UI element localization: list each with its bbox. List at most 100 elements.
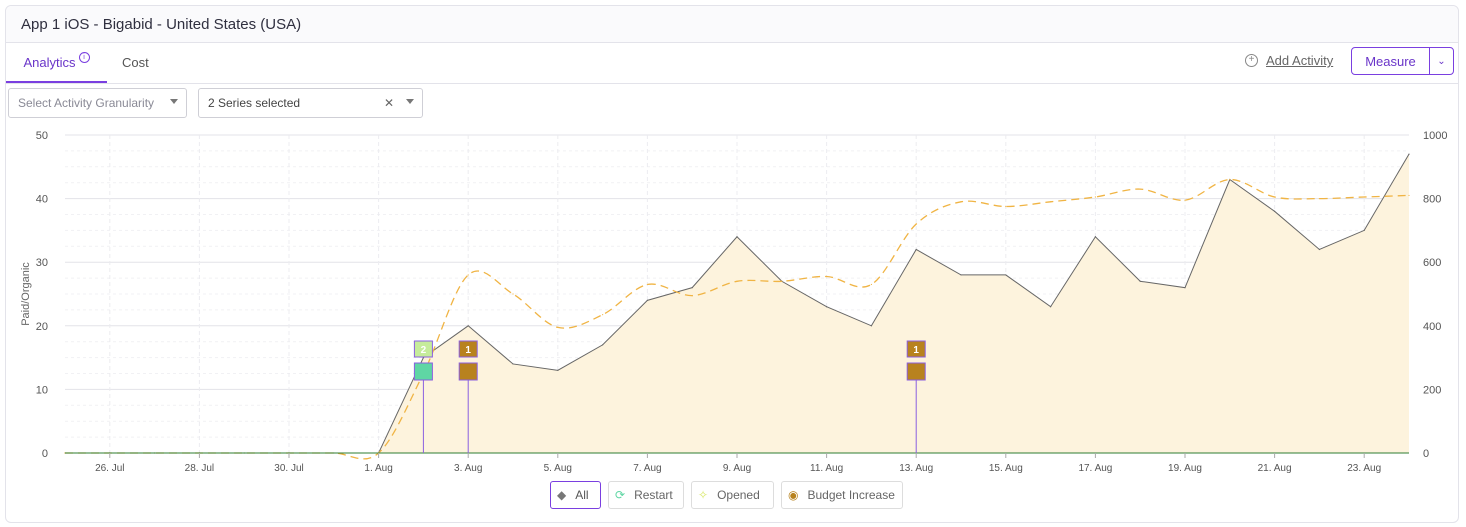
y-tick-label: 30	[36, 257, 48, 269]
paid-point	[915, 248, 917, 251]
paid-point	[1184, 287, 1186, 289]
legend-budget-increase[interactable]: ◉ Budget Increase	[781, 481, 903, 509]
paid-point	[1274, 210, 1276, 212]
paid-point	[1094, 236, 1096, 238]
organic-point	[602, 314, 604, 316]
paid-area	[65, 154, 1409, 453]
y2-tick-label: 200	[1423, 384, 1441, 396]
tab-analytics[interactable]: Analytics i	[6, 43, 107, 83]
chart-areas	[65, 154, 1409, 453]
clear-icon[interactable]: ✕	[383, 96, 394, 110]
y-tick-label: 10	[36, 384, 48, 396]
organic-point	[467, 274, 469, 276]
x-tick-label: 1. Aug	[364, 463, 392, 474]
x-tick-label: 28. Jul	[185, 463, 214, 474]
legend-restart-label: Restart	[634, 488, 673, 502]
organic-point	[960, 201, 962, 203]
paid-point	[1139, 280, 1141, 282]
y-tick-label: 50	[36, 130, 48, 142]
paid-point	[602, 344, 604, 346]
legend-budget-label: Budget Increase	[807, 488, 895, 502]
activity-count: 1	[913, 345, 919, 356]
legend-opened[interactable]: ✧ Opened	[691, 481, 774, 509]
y-tick-label: 20	[36, 321, 48, 333]
organic-point	[781, 280, 783, 282]
paid-point	[646, 299, 649, 301]
add-activity-label: Add Activity	[1266, 53, 1334, 68]
page-title: App 1 iOS - Bigabid - United States (USA…	[21, 15, 302, 33]
activity-granularity-select[interactable]: Select Activity Granularity	[8, 88, 187, 118]
y-tick-label: 0	[42, 448, 48, 460]
paid-point	[1318, 248, 1320, 251]
activity-count: 1	[465, 345, 471, 356]
paid-point	[557, 369, 559, 371]
granularity-placeholder: Select Activity Granularity	[18, 96, 155, 110]
x-tick-label: 11. Aug	[810, 463, 843, 474]
tab-bar: Analytics i Cost + Add Activity Measure …	[6, 43, 1458, 84]
organic-point	[1274, 196, 1276, 198]
y2-tick-label: 0	[1423, 448, 1429, 460]
paid-point	[1408, 153, 1410, 155]
organic-point	[870, 283, 873, 286]
legend-all[interactable]: ◆ All	[550, 481, 601, 509]
x-tick-label: 7. Aug	[633, 463, 661, 474]
x-tick-label: 9. Aug	[723, 463, 751, 474]
budget-icon: ◉	[788, 488, 799, 502]
series-select[interactable]: 2 Series selected ✕	[198, 88, 423, 118]
x-tick-label: 30. Jul	[274, 463, 303, 474]
legend-all-label: All	[575, 488, 589, 502]
plus-circle-icon: +	[1245, 54, 1258, 67]
card-header: App 1 iOS - Bigabid - United States (USA…	[6, 6, 1458, 43]
organic-point	[1050, 201, 1052, 203]
paid-point	[960, 274, 962, 276]
activity-marker	[413, 362, 433, 381]
organic-point	[1363, 196, 1365, 198]
x-tick-label: 23. Aug	[1347, 463, 1381, 474]
paid-point	[870, 325, 873, 327]
y2-tick-label: 800	[1423, 194, 1441, 206]
activity-badge	[413, 340, 433, 358]
paid-point	[1005, 274, 1007, 276]
y2-tick-label: 600	[1423, 257, 1441, 269]
legend-restart[interactable]: ⟳ Restart	[608, 481, 684, 509]
paid-point	[1363, 229, 1365, 231]
x-tick-label: 26. Jul	[95, 463, 124, 474]
organic-point	[646, 283, 649, 286]
y-axis-right: 0 200 400 600 800 1000	[1423, 130, 1447, 460]
info-icon[interactable]: i	[78, 51, 90, 63]
paid-point	[736, 236, 738, 238]
organic-point	[915, 223, 917, 225]
activity-badge	[906, 340, 926, 358]
organic-point	[1139, 188, 1141, 190]
x-tick-label: 17. Aug	[1078, 463, 1112, 474]
activity-marker	[906, 362, 926, 381]
y2-tick-label: 1000	[1423, 130, 1447, 142]
tab-analytics-label: Analytics	[23, 54, 76, 70]
measure-button[interactable]: Measure	[1352, 48, 1430, 74]
x-axis: 26. Jul 28. Jul 30. Jul 1. Aug 3. Aug 5. Aug 7…	[65, 452, 1409, 474]
paid-point	[512, 363, 514, 365]
legend-opened-label: Opened	[717, 488, 760, 502]
organic-point	[1318, 198, 1320, 200]
tab-cost-label: Cost	[122, 54, 149, 70]
x-tick-label: 3. Aug	[454, 463, 482, 474]
y-axis-label: Paid/Organic	[20, 262, 32, 326]
activity-marker	[458, 362, 478, 381]
caret-down-icon	[170, 99, 178, 104]
y2-tick-label: 400	[1423, 321, 1441, 333]
organic-point	[1094, 196, 1096, 198]
caret-down-icon	[406, 99, 414, 104]
organic-point	[1229, 178, 1231, 181]
add-activity-button[interactable]: + Add Activity	[1245, 53, 1333, 68]
activity-count: 2	[421, 345, 427, 356]
organic-point	[1005, 205, 1007, 208]
organic-point	[691, 294, 693, 297]
paid-point	[826, 306, 828, 308]
x-tick-label: 5. Aug	[544, 463, 572, 474]
organic-point	[1184, 199, 1186, 201]
tab-cost[interactable]: Cost	[122, 43, 149, 81]
diamond-icon: ◆	[557, 488, 567, 502]
paid-point	[691, 287, 693, 289]
measure-dropdown-toggle[interactable]: ⌄	[1430, 48, 1453, 74]
